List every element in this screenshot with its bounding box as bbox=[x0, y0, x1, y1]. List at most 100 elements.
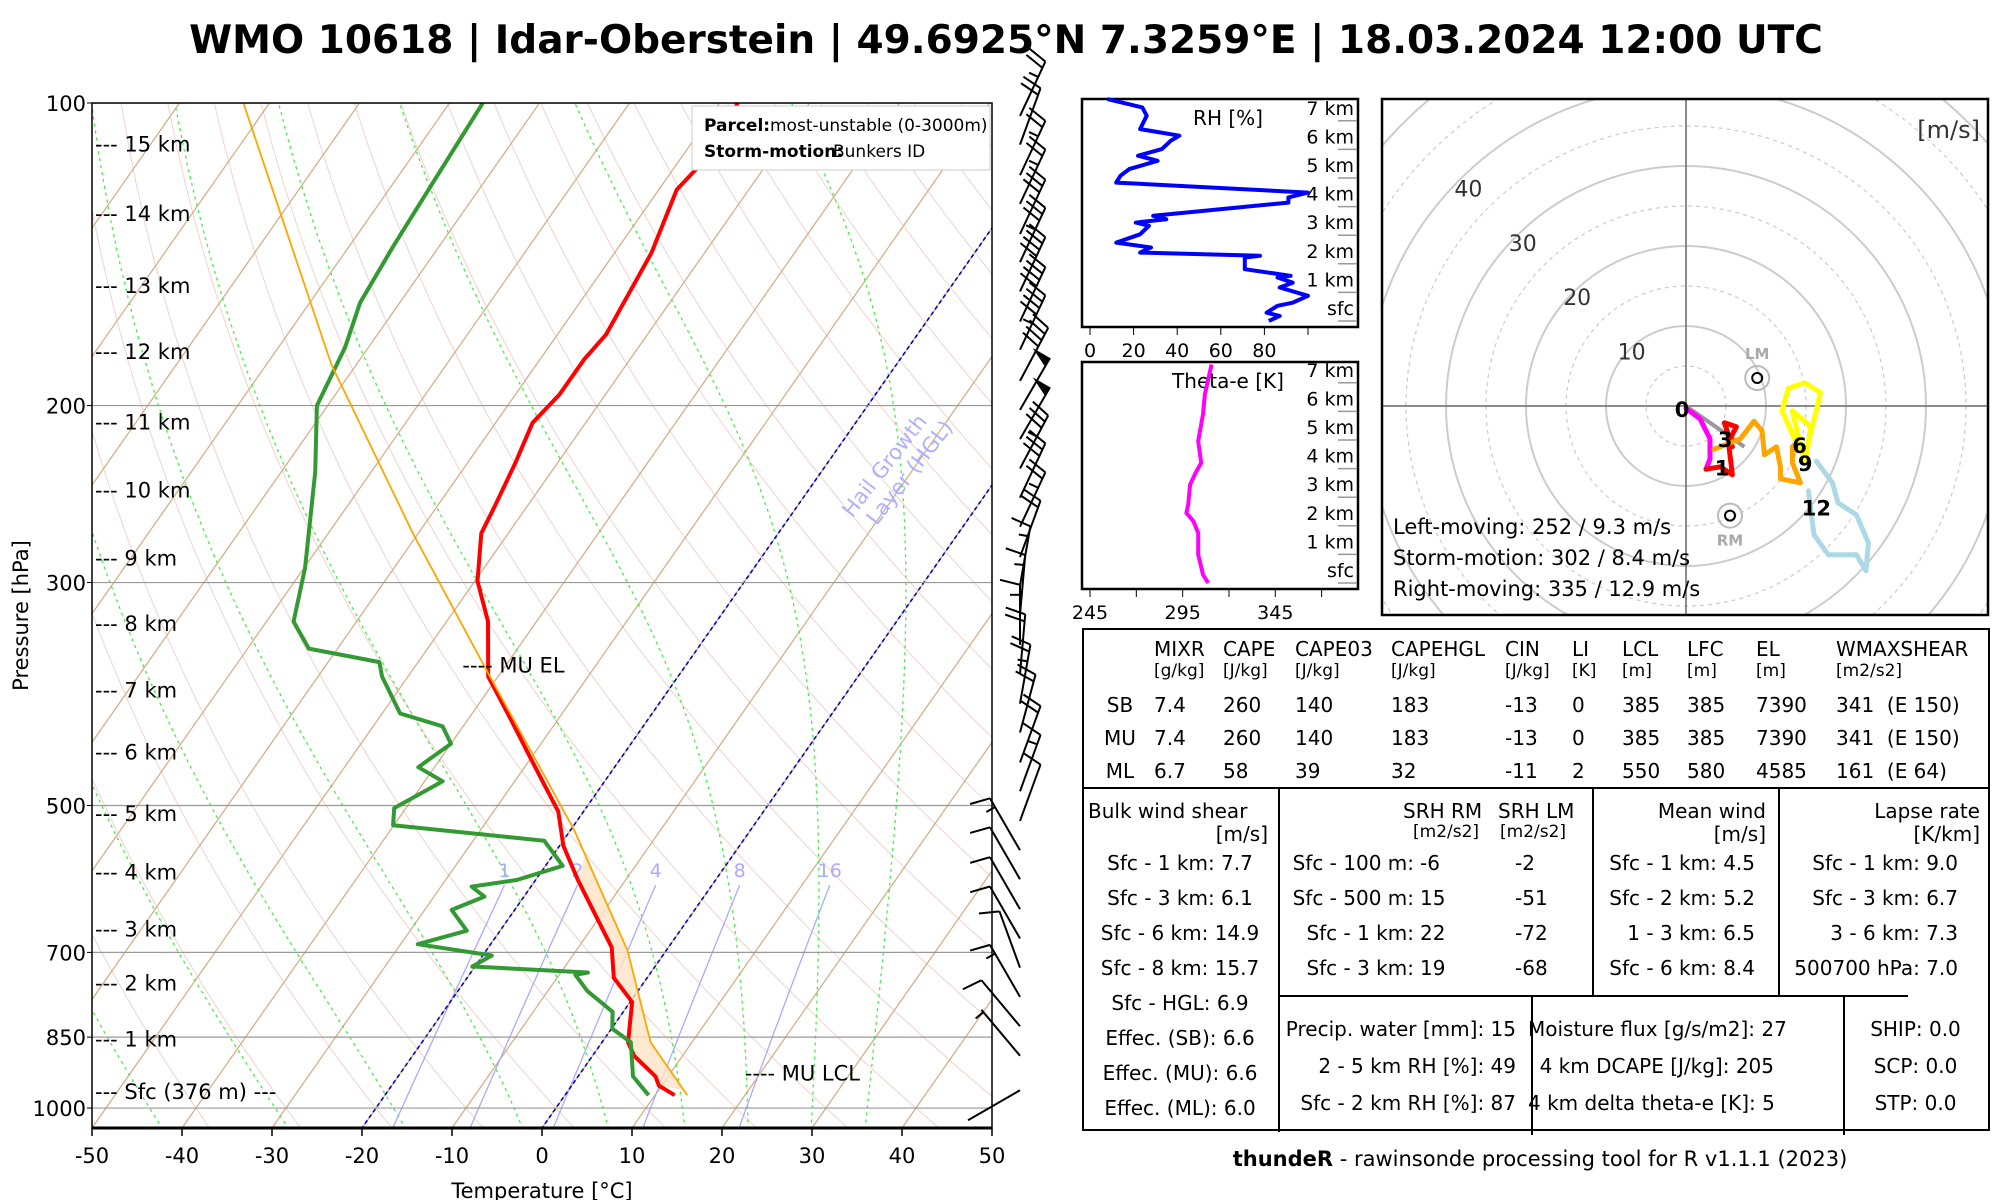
mean-wind-row: Sfc - 6 km: 8.4 bbox=[1609, 956, 1755, 980]
dry-adiabat bbox=[167, 103, 758, 1128]
bulk-shear-row: Sfc - 1 km: 7.7 bbox=[1107, 851, 1253, 875]
legend-box bbox=[691, 105, 991, 171]
height-label: --- 3 km bbox=[95, 917, 177, 941]
lapse-rate-row: Sfc - 3 km: 6.7 bbox=[1812, 886, 1958, 910]
hodograph-segment bbox=[1683, 405, 1713, 472]
wind-barb bbox=[1019, 693, 1042, 763]
page-title: WMO 10618 | Idar-Oberstein | 49.6925°N 7… bbox=[189, 18, 1823, 63]
hodograph-frame bbox=[1380, 97, 1990, 617]
wind-barb bbox=[967, 1089, 1021, 1122]
wind-barb bbox=[1019, 347, 1051, 411]
wind-barb-flag bbox=[1028, 253, 1046, 268]
isotherm bbox=[92, 103, 810, 1128]
moist-adiabat bbox=[574, 103, 820, 1128]
wind-barb-flag bbox=[1028, 194, 1046, 209]
height-label: --- 5 km bbox=[95, 802, 177, 826]
wind-barb-half-flag bbox=[975, 1011, 985, 1020]
flux-row: 4 km DCAPE [J/kg]: 205 bbox=[1539, 1054, 1774, 1078]
wind-barb-flag bbox=[1022, 488, 1042, 502]
hodograph-height-label: 9 bbox=[1798, 452, 1813, 476]
dry-adiabat bbox=[540, 103, 992, 739]
wind-barb bbox=[1019, 135, 1047, 205]
x-tick-label: -50 bbox=[75, 1144, 109, 1168]
param-value: -13 bbox=[1505, 693, 1538, 717]
wind-barb bbox=[1019, 458, 1047, 528]
x-tick-label: 0 bbox=[1084, 340, 1096, 362]
param-header: MIXR bbox=[1154, 637, 1205, 661]
param-header: LCL bbox=[1622, 637, 1659, 661]
wind-barb-flag bbox=[1032, 400, 1049, 417]
srh-rm-value: 19 bbox=[1420, 956, 1446, 980]
wind-barb-shaft bbox=[1019, 674, 1037, 733]
param-header: CAPE bbox=[1223, 637, 1276, 661]
dry-adiabat bbox=[680, 103, 992, 536]
wind-barb-flag bbox=[1025, 259, 1044, 275]
isotherm bbox=[181, 103, 900, 1128]
wind-barb-flag bbox=[1028, 135, 1046, 151]
wind-barb bbox=[975, 1009, 1021, 1057]
mean-wind-row: Sfc - 1 km: 4.5 bbox=[1609, 851, 1755, 875]
param-value: 7.4 bbox=[1154, 726, 1186, 750]
dry-adiabat bbox=[307, 103, 992, 1098]
wind-barb-flag bbox=[1017, 663, 1037, 676]
wind-barb-flag bbox=[1028, 319, 1046, 335]
table-divider bbox=[1084, 787, 1990, 789]
hodograph-height-label: 0 bbox=[1675, 398, 1690, 422]
bulk-shear-row: Sfc - 3 km: 6.1 bbox=[1107, 886, 1253, 910]
isotherm bbox=[92, 103, 720, 1001]
param-value: 183 bbox=[1391, 693, 1430, 717]
wind-barb-flag bbox=[1015, 670, 1035, 683]
hodograph-segment bbox=[1779, 380, 1823, 466]
hodograph: 10 20 30 40 [m/s] 0 3 1 69 12 LM RM Left-moving: 252… bbox=[1382, 99, 1988, 615]
wind-barb-shaft bbox=[1019, 644, 1032, 704]
param-unit: [g/kg] bbox=[1154, 661, 1205, 681]
wind-barb-flag bbox=[1028, 165, 1046, 181]
legend-parcel-label: Parcel: bbox=[704, 116, 770, 136]
y-tick-label: 100 bbox=[46, 92, 86, 116]
wind-barb-shaft bbox=[1019, 236, 1047, 292]
y-tick-label: 700 bbox=[46, 941, 86, 965]
flux-row: 4 km delta theta-e [K]: 5 bbox=[1528, 1091, 1775, 1115]
theta-e-panel-frame bbox=[1080, 360, 1360, 591]
srh-lm-unit: [m2/s2] bbox=[1500, 822, 1567, 842]
moist-adiabat bbox=[277, 103, 686, 1128]
wind-barb-flag bbox=[1020, 494, 1039, 509]
wind-barb bbox=[1019, 429, 1047, 499]
param-value: 260 bbox=[1223, 693, 1262, 717]
wind-barb-flag bbox=[1025, 325, 1043, 341]
wind-barb-flag bbox=[978, 910, 1000, 915]
param-unit: [m] bbox=[1687, 661, 1717, 681]
mixing-ratio-label: 4 bbox=[650, 860, 662, 882]
height-label: --- 10 km bbox=[95, 479, 190, 503]
wind-barb-shaft bbox=[989, 826, 1021, 880]
srh-rm-value: 15 bbox=[1420, 886, 1446, 910]
param-unit: [J/kg] bbox=[1505, 661, 1550, 681]
y-tick-label: 300 bbox=[46, 572, 86, 596]
wind-barb bbox=[1019, 377, 1051, 440]
param-value: 58 bbox=[1223, 759, 1249, 783]
footer-brand: thundeR bbox=[1232, 1147, 1334, 1171]
height-label: --- 11 km bbox=[95, 411, 190, 435]
storm-motion-dot bbox=[1724, 509, 1736, 522]
param-unit: [J/kg] bbox=[1295, 661, 1340, 681]
dry-adiabat bbox=[633, 103, 992, 603]
dry-adiabat bbox=[92, 777, 302, 1128]
param-unit: [m2/s2] bbox=[1836, 661, 1903, 681]
hodograph-segment bbox=[1805, 458, 1871, 574]
height-label: 7 km bbox=[1306, 360, 1354, 382]
wind-barb-flag bbox=[1011, 517, 1031, 528]
param-header: LFC bbox=[1687, 637, 1724, 661]
wind-barb-flag bbox=[969, 826, 991, 834]
isotherm bbox=[92, 103, 630, 872]
parameters-table: MIXR [g/kg] CAPE [J/kg] CAPE03 [J/kg] CAPEHGL[… bbox=[1082, 628, 1990, 1135]
wind-barb-half-flag bbox=[1028, 131, 1039, 138]
wind-barb bbox=[969, 826, 1021, 880]
wind-barb-half-flag bbox=[985, 806, 996, 813]
param-header: EL bbox=[1756, 637, 1780, 661]
dry-adiabat bbox=[213, 103, 849, 1128]
table-divider bbox=[1278, 995, 1908, 997]
index-row: STP: 0.0 bbox=[1874, 1091, 1957, 1115]
y-tick-label: 850 bbox=[46, 1026, 86, 1050]
param-value: 580 bbox=[1687, 759, 1726, 783]
wind-barb-flag bbox=[962, 979, 982, 991]
